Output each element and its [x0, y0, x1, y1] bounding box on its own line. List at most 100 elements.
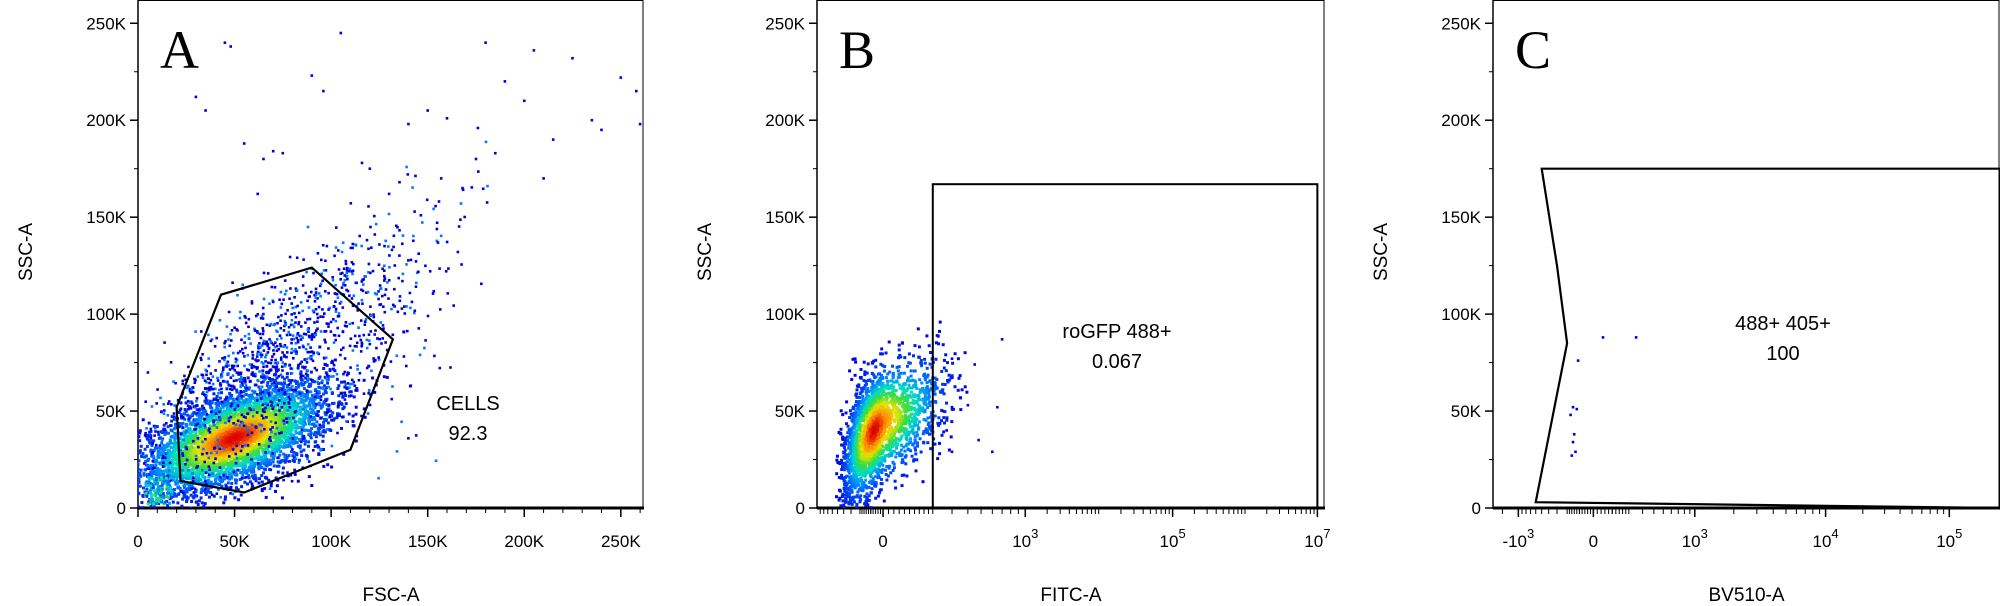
event-dot — [325, 397, 329, 401]
event-dot — [218, 396, 222, 400]
event-dot — [252, 450, 256, 454]
event-dot — [324, 371, 328, 375]
event-dot — [251, 429, 255, 432]
event-dot — [319, 294, 322, 298]
event-dot — [367, 364, 371, 368]
event-dot — [211, 417, 215, 421]
event-dot — [282, 452, 286, 456]
event-dot — [172, 436, 176, 440]
event-dot — [263, 389, 266, 392]
event-dot — [124, 493, 127, 496]
event-dot — [112, 494, 115, 497]
event-dot — [219, 383, 223, 387]
event-dot — [257, 463, 260, 467]
event-dot — [460, 263, 463, 266]
event-dot — [300, 391, 304, 395]
event-dot — [316, 393, 320, 397]
event-dots — [83, 31, 642, 508]
event-dot — [271, 427, 275, 431]
event-dot — [262, 365, 265, 369]
event-dot — [218, 410, 221, 414]
event-dot — [284, 459, 288, 463]
event-dot — [323, 388, 327, 392]
event-dot — [113, 454, 116, 457]
event-dot — [254, 447, 258, 451]
event-dot — [182, 494, 186, 498]
event-dot — [259, 457, 263, 461]
event-dot — [189, 441, 193, 445]
event-dot — [238, 415, 242, 419]
event-dot — [241, 452, 245, 456]
event-dot — [292, 357, 295, 360]
event-dot — [262, 471, 265, 475]
event-dot — [158, 474, 162, 477]
event-dot — [244, 408, 248, 412]
event-dot — [402, 355, 406, 358]
event-dot — [181, 443, 185, 447]
event-dot — [266, 418, 270, 422]
event-dot — [138, 505, 140, 508]
event-dot — [255, 418, 259, 422]
event-dot — [210, 456, 214, 460]
event-dot — [199, 478, 203, 482]
event-dot — [173, 443, 177, 447]
event-dot — [223, 440, 227, 444]
event-dot — [166, 442, 170, 446]
event-dot — [215, 410, 219, 413]
event-dot — [220, 436, 224, 440]
event-dot — [188, 401, 191, 404]
event-dot — [201, 449, 205, 453]
event-dot — [303, 358, 307, 362]
event-dot — [200, 501, 204, 505]
event-dot — [194, 458, 198, 461]
event-dot — [212, 392, 216, 396]
event-dot — [244, 386, 248, 389]
event-dot — [287, 423, 291, 427]
event-dot — [193, 448, 197, 452]
event-dot — [367, 391, 371, 395]
event-dot — [340, 427, 343, 430]
event-dot — [220, 469, 223, 473]
event-dot — [138, 486, 139, 490]
event-dot — [295, 413, 299, 417]
event-dot — [185, 471, 189, 474]
event-dot — [192, 454, 196, 458]
event-dot — [481, 187, 485, 191]
event-dot — [298, 431, 302, 435]
event-dot — [213, 478, 217, 481]
event-dot — [309, 384, 312, 388]
event-dot — [180, 470, 184, 474]
event-dot — [292, 407, 296, 411]
event-dot — [83, 479, 86, 482]
event-dot — [118, 484, 121, 487]
event-dot — [417, 327, 421, 330]
event-dot — [89, 481, 92, 484]
event-dot — [268, 396, 272, 400]
event-dot — [313, 431, 317, 435]
event-dot — [274, 428, 277, 432]
event-dot — [258, 409, 262, 413]
event-dot — [234, 410, 238, 414]
event-dot — [230, 364, 234, 368]
event-dot — [167, 402, 170, 405]
event-dot — [237, 449, 241, 453]
event-dot — [288, 441, 292, 445]
event-dot — [381, 324, 385, 327]
event-dot — [332, 401, 336, 405]
event-dot — [354, 439, 358, 443]
event-dot — [189, 439, 193, 443]
event-dot — [212, 437, 216, 441]
event-dot — [171, 461, 175, 465]
event-dot — [234, 434, 238, 438]
event-dot — [186, 436, 190, 440]
event-dot — [233, 458, 237, 462]
event-dot — [269, 424, 273, 428]
event-dot — [311, 359, 315, 363]
event-dot — [285, 372, 289, 376]
event-dot — [294, 389, 297, 392]
event-dot — [291, 394, 294, 398]
event-dot — [291, 459, 295, 462]
event-dot — [210, 448, 214, 452]
event-dot — [305, 389, 308, 392]
event-dot — [196, 441, 200, 445]
